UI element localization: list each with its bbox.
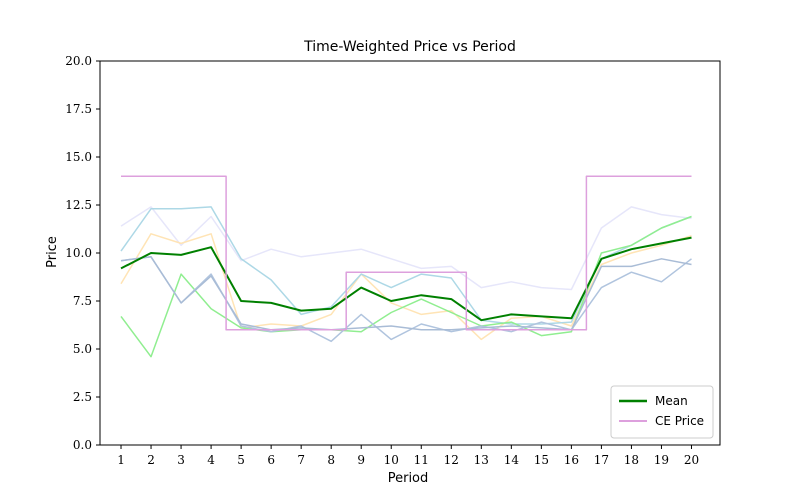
x-tick-label: 7 — [297, 453, 305, 467]
series-line-ce-price — [121, 175, 692, 331]
y-tick-label: 12.5 — [65, 198, 92, 212]
x-tick-label: 1 — [117, 453, 125, 467]
x-tick-label: 17 — [594, 453, 609, 467]
y-tick-label: 10.0 — [65, 246, 92, 260]
x-tick-label: 11 — [414, 453, 429, 467]
x-tick-label: 20 — [684, 453, 699, 467]
x-tick-label: 5 — [237, 453, 245, 467]
y-tick-label: 17.5 — [65, 102, 92, 116]
y-tick-label: 0.0 — [73, 438, 92, 452]
y-axis-label: Price — [45, 236, 60, 268]
x-tick-label: 13 — [474, 453, 489, 467]
chart-title: Time-Weighted Price vs Period — [303, 39, 516, 55]
series-line-6 — [120, 256, 692, 331]
x-tick-label: 14 — [504, 453, 520, 467]
x-tick-label: 19 — [654, 453, 669, 467]
y-tick-label: 7.5 — [73, 294, 92, 308]
legend-box — [610, 385, 714, 439]
x-tick-label: 3 — [177, 453, 185, 467]
legend: Mean CE Price — [610, 385, 714, 439]
y-tick-label: 2.5 — [73, 390, 92, 404]
x-tick-label: 2 — [147, 453, 155, 467]
plot-area — [120, 175, 692, 358]
x-tick-label: 6 — [267, 453, 275, 467]
y-tick-label: 5.0 — [73, 342, 92, 356]
x-axis-label: Period — [388, 471, 429, 486]
y-tick-label: 20.0 — [65, 54, 92, 68]
series-line-2 — [120, 233, 692, 341]
series-line-mean — [120, 236, 692, 322]
series-line-1 — [120, 206, 692, 291]
series-line-4 — [120, 215, 692, 358]
x-tick-label: 9 — [357, 453, 365, 467]
x-tick-label: 16 — [564, 453, 579, 467]
x-tick-label: 10 — [384, 453, 399, 467]
axes-ticks: 1 2 3 4 5 6 7 8 9 10 11 12 13 14 15 16 17 18 19 200.02.55.0… — [65, 54, 721, 467]
x-tick-label: 12 — [444, 453, 459, 467]
legend-label: Mean — [655, 394, 688, 408]
legend-label: CE Price — [655, 414, 704, 428]
y-tick-label: 15.0 — [65, 150, 92, 164]
x-tick-label: 4 — [207, 453, 215, 467]
x-tick-label: 18 — [624, 453, 639, 467]
x-tick-label: 15 — [534, 453, 549, 467]
x-tick-label: 8 — [327, 453, 335, 467]
